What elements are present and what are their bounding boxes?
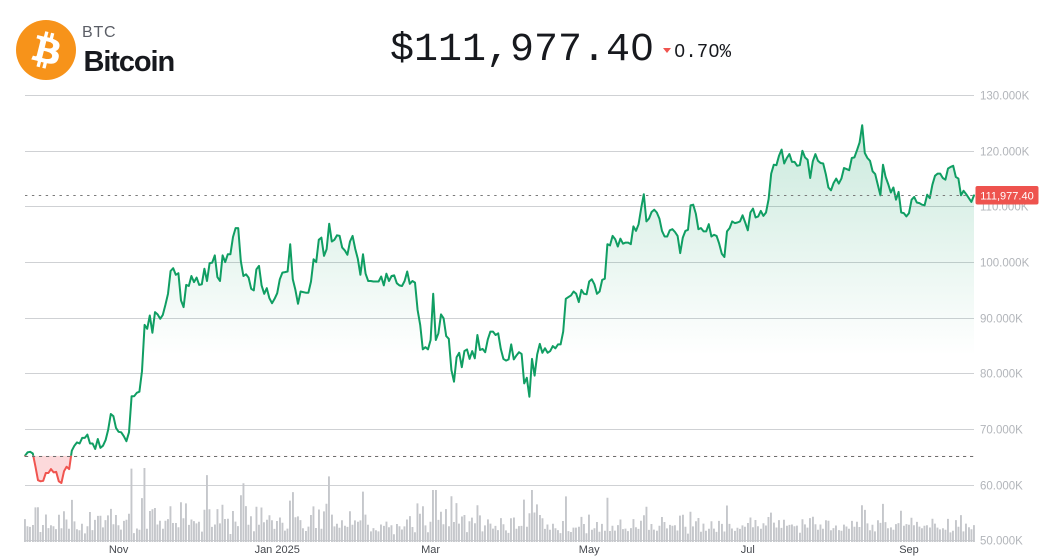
- svg-text:Mar: Mar: [421, 544, 440, 556]
- svg-text:Jan 2025: Jan 2025: [255, 544, 300, 556]
- svg-text:90.000K: 90.000K: [980, 314, 1023, 326]
- svg-text:111,977.40: 111,977.40: [980, 191, 1033, 203]
- svg-text:Sep: Sep: [899, 544, 919, 556]
- svg-text:Jul: Jul: [741, 544, 755, 556]
- svg-text:100.000K: 100.000K: [980, 258, 1030, 270]
- svg-text:50.000K: 50.000K: [980, 536, 1023, 548]
- svg-text:May: May: [579, 544, 600, 556]
- svg-text:130.000K: 130.000K: [980, 91, 1030, 103]
- svg-text:110.000K: 110.000K: [980, 202, 1029, 214]
- svg-text:60.000K: 60.000K: [980, 481, 1023, 493]
- svg-text:80.000K: 80.000K: [980, 369, 1023, 381]
- svg-text:Nov: Nov: [109, 544, 129, 556]
- svg-text:70.000K: 70.000K: [980, 425, 1023, 437]
- svg-text:120.000K: 120.000K: [980, 147, 1030, 159]
